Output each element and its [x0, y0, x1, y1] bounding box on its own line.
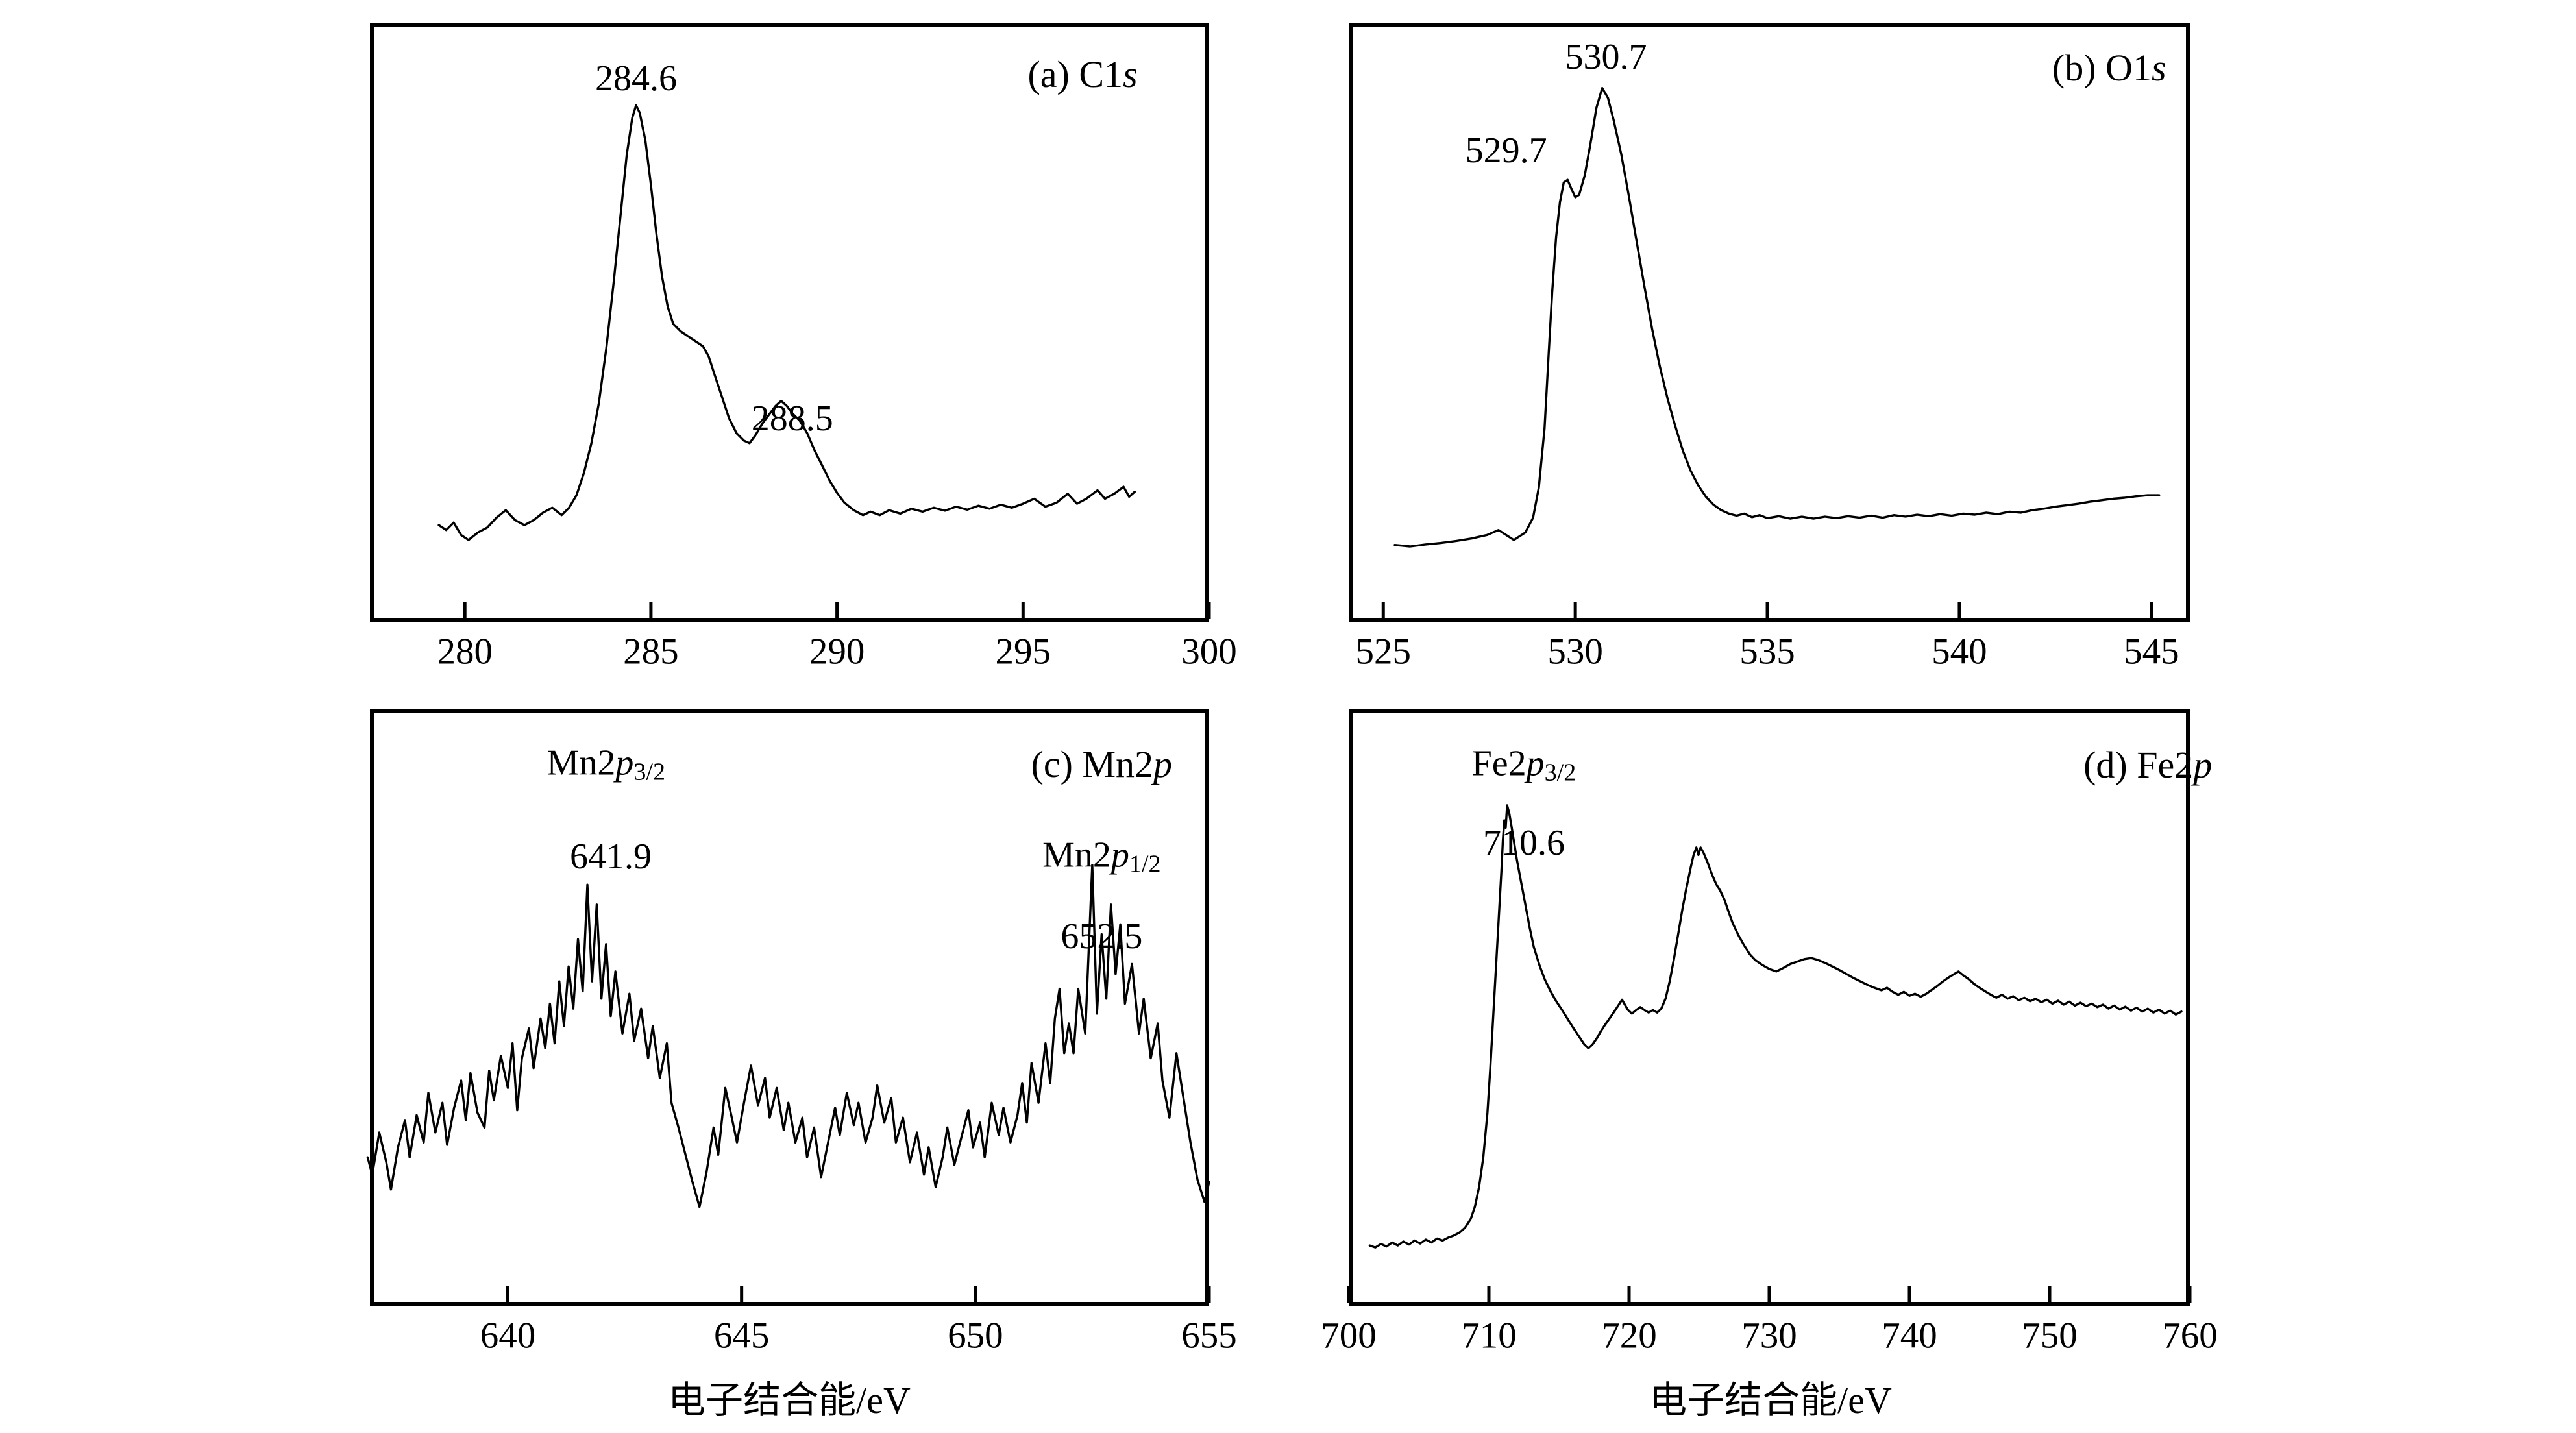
label-part: 3/2: [633, 758, 665, 786]
panel-a-tick-label: 280: [437, 631, 493, 672]
peak-label-284-6: 284.6: [595, 60, 677, 97]
label-part: 710.6: [1483, 823, 1565, 863]
label-mn2p32: Mn2p3/2: [547, 744, 665, 784]
label-part: 641.9: [569, 837, 652, 877]
label-part: 284.6: [595, 58, 677, 99]
panel-c-border: [370, 709, 1209, 1306]
panel-b-border: [1349, 23, 2190, 622]
label-part: 652.5: [1061, 916, 1143, 957]
panel-a-tick-label: 300: [1181, 631, 1237, 672]
label-part: 530.7: [1565, 36, 1647, 77]
label-mn2p12: Mn2p1/2: [1042, 837, 1160, 876]
panel-c-tick-label: 655: [1181, 1315, 1237, 1356]
x-axis-title-left: 电子结合能/eV: [668, 1379, 911, 1421]
panel-b-tick-label: 525: [1355, 631, 1412, 672]
label-part: (a) C1: [1027, 53, 1123, 96]
panel-c-tick-label: 645: [713, 1315, 770, 1356]
peak-label-529-7: 529.7: [1466, 132, 1547, 169]
label-part: p: [2193, 744, 2213, 787]
panel-b-tick-label: 540: [1932, 631, 1987, 672]
panel-a-border: [370, 23, 1209, 622]
panel-a-tick-label: 290: [809, 631, 865, 672]
panel-a-title: (a) C1s: [1027, 56, 1137, 93]
label-part: Mn2: [546, 742, 616, 783]
label-part: 288.5: [751, 398, 833, 439]
panel-b-tick-label: 545: [2124, 631, 2179, 672]
panel-d-tick-label: 760: [2162, 1315, 2218, 1356]
label-part: p: [1110, 835, 1129, 876]
label-part: p: [615, 742, 634, 783]
label-part: (b) O1: [2052, 47, 2152, 90]
panel-c-tick-label: 650: [948, 1315, 1003, 1356]
peak-label-641-9: 641.9: [570, 839, 652, 875]
peak-label-710-6: 710.6: [1483, 825, 1565, 861]
panel-c-title: (c) Mn2p: [1031, 742, 1173, 785]
panel-d-border: [1349, 709, 2190, 1306]
panel-c-curve: [366, 863, 1210, 1208]
label-part: (c) Mn2: [1031, 742, 1154, 785]
label-part: p: [1153, 742, 1173, 785]
panel-d-tick-label: 720: [1601, 1315, 1657, 1356]
label-part: 1/2: [1129, 850, 1161, 878]
panel-a-tick-label: 295: [995, 631, 1051, 672]
x-axis-title-right: 电子结合能/eV: [1649, 1379, 1892, 1421]
label-part: (d) Fe2: [2083, 744, 2194, 787]
panel-b-tick-label: 530: [1547, 631, 1603, 672]
label-part: 3/2: [1544, 759, 1576, 787]
label-part: s: [2151, 47, 2166, 90]
panel-a-tick-label: 285: [623, 631, 679, 672]
peak-label-652-5: 652.5: [1061, 918, 1142, 955]
panel-d-tick-label: 740: [1882, 1315, 1937, 1356]
panel-b-curve: [1393, 86, 2161, 548]
panel-d-curve: [1368, 804, 2183, 1249]
label-part: s: [1123, 53, 1138, 96]
label-part: 529.7: [1465, 130, 1547, 171]
panel-d-tick-label: 710: [1461, 1315, 1517, 1356]
label-part: Mn2: [1042, 835, 1111, 876]
panel-d-title: (d) Fe2p: [2083, 746, 2212, 784]
peak-label-288-5: 288.5: [752, 400, 833, 437]
panel-d-tick-label: 750: [2022, 1315, 2078, 1356]
peak-label-530-7: 530.7: [1565, 39, 1647, 75]
panel-d-tick-label: 700: [1321, 1315, 1377, 1356]
panel-b-title: (b) O1s: [2052, 49, 2166, 87]
label-part: p: [1526, 743, 1545, 784]
panel-c-tick-label: 640: [480, 1315, 536, 1356]
panel-a-curve: [437, 104, 1136, 541]
panel-d-tick-label: 730: [1741, 1315, 1797, 1356]
label-part: Fe2: [1471, 743, 1527, 784]
panel-b-tick-label: 535: [1739, 631, 1795, 672]
label-fe2p32: Fe2p3/2: [1472, 746, 1576, 785]
